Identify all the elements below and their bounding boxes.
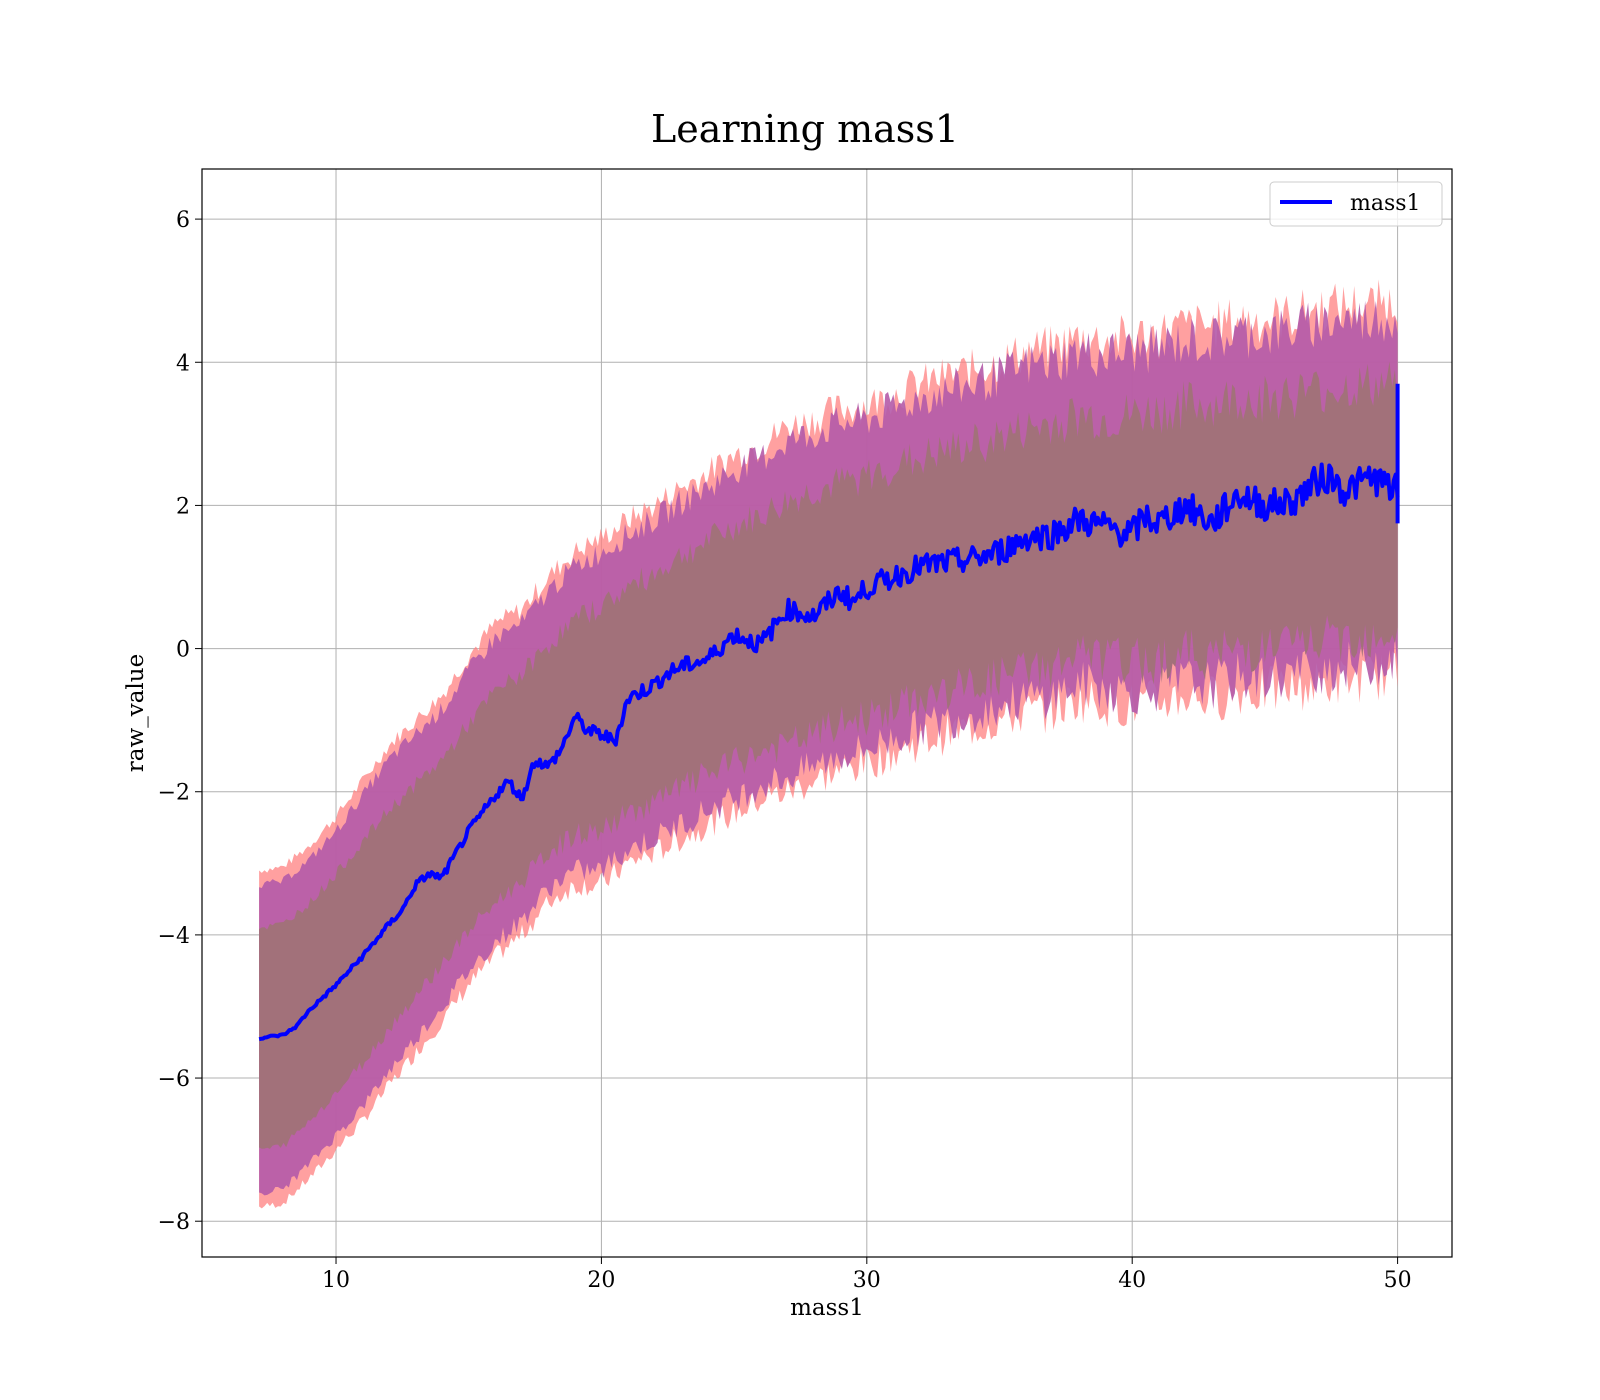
x-tick-label: 30 (853, 1268, 881, 1293)
y-axis-ticks: −8 −6 −4 −2 0 2 4 6 (158, 208, 202, 1235)
y-tick-label: −6 (158, 1067, 190, 1092)
series-line-mass1 (258, 462, 1400, 1042)
y-axis-label: raw_value (123, 654, 149, 772)
y-tick-label: 2 (176, 494, 190, 519)
y-tick-label: −4 (158, 924, 190, 949)
chart-title: Learning mass1 (651, 107, 959, 151)
legend-box (1269, 181, 1443, 227)
y-tick-label: 4 (176, 351, 190, 376)
x-tick-label: 50 (1384, 1268, 1412, 1293)
bands (259, 279, 1398, 1209)
y-tick-label: 6 (176, 208, 190, 233)
x-axis-label: mass1 (790, 1295, 864, 1321)
y-tick-label: −2 (158, 781, 190, 806)
x-tick-label: 20 (587, 1268, 615, 1293)
x-tick-label: 10 (322, 1268, 350, 1293)
legend-label-mass1: mass1 (1350, 191, 1421, 216)
y-tick-label: 0 (176, 638, 190, 663)
x-axis-ticks: 10 20 30 40 50 (322, 1257, 1412, 1293)
x-tick-label: 40 (1118, 1268, 1146, 1293)
plot-frame (201, 168, 1453, 1258)
legend: mass1 (1269, 181, 1443, 227)
series (258, 383, 1400, 1042)
band-inner (259, 361, 1398, 1149)
y-tick-label: −8 (158, 1210, 190, 1235)
